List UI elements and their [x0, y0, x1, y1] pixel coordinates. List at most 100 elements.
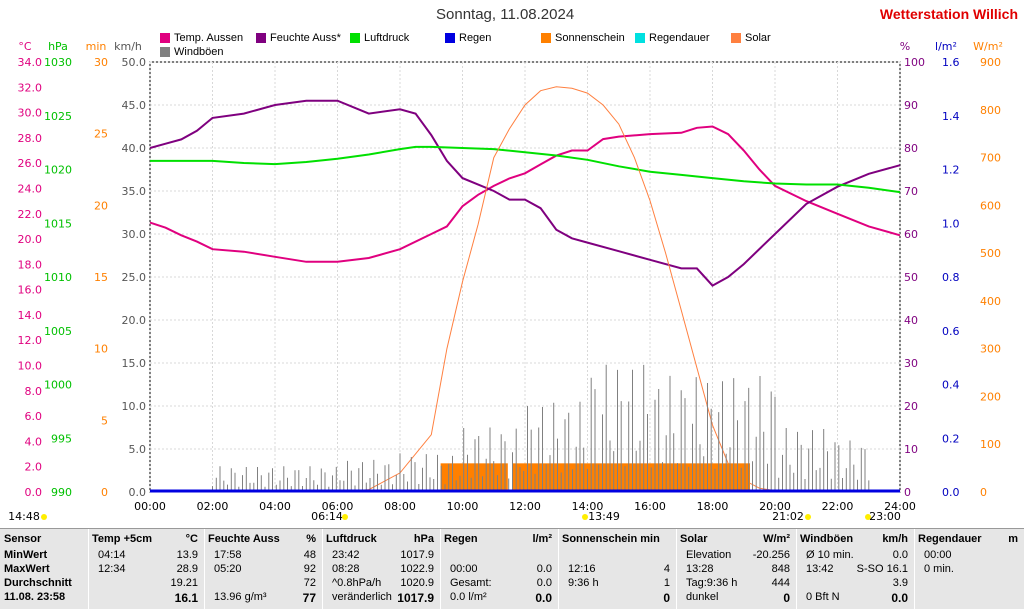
sun-marker-icon: [805, 514, 811, 520]
stats-cell-value: S-SO 16.1: [856, 563, 908, 575]
legend-swatch: [160, 47, 170, 57]
stats-cell-time: 04:14: [98, 549, 126, 561]
stats-header-unit: km/h: [882, 533, 908, 545]
sun-marker-icon: [582, 514, 588, 520]
stats-header-label: Regendauer: [918, 533, 982, 545]
stats-header-unit: l/m²: [532, 533, 552, 545]
temp-tick: 28.0: [18, 132, 43, 145]
pct-tick: 50: [904, 271, 918, 284]
legend-label: Windböen: [174, 46, 224, 58]
stats-row: dunkel 0: [676, 591, 796, 605]
pct-tick: 90: [904, 99, 918, 112]
stats-row: MaxWert: [0, 563, 88, 577]
stats-row: veränderlich 1017.9: [322, 591, 440, 605]
stats-row: 0: [558, 591, 676, 605]
stats-col-wind: Windböen km/h Ø 10 min. 0.0 13:42 S-SO 16.1 3.…: [796, 529, 915, 609]
kmh-tick: 35.0: [122, 185, 147, 198]
time-tick: 22:00: [822, 500, 854, 513]
kmh-tick: 5.0: [129, 443, 147, 456]
series-feuchte-auss-: [149, 99, 901, 287]
kmh-tick: 25.0: [122, 271, 147, 284]
stats-cell-value: 848: [771, 563, 790, 575]
stats-cell-time: 0 Bft N: [806, 591, 840, 603]
stats-header: Windböen km/h: [796, 529, 914, 545]
stats-col-sonne: Sonnenschein min 12:16 4 9:36 h 1 0: [558, 529, 677, 609]
stats-row: 72: [204, 577, 322, 591]
stats-row: 0 min.: [914, 563, 1024, 577]
stats-cell-time: Tag:9:36 h: [686, 577, 738, 589]
stats-cell-time: 12:34: [98, 563, 126, 575]
stats-cell-value: 72: [303, 577, 316, 589]
hpa-tick: 1030: [44, 56, 72, 69]
legend-label: Regen: [459, 32, 492, 44]
stats-cell-time: dunkel: [686, 591, 719, 603]
stats-header-label: Solar: [680, 533, 708, 545]
stats-row: 3.9: [796, 577, 914, 591]
stats-header: Sonnenschein min: [558, 529, 676, 545]
stats-cell-value: 3.9: [892, 577, 908, 589]
sun-marker-icon: [865, 514, 871, 520]
min-tick: 0: [101, 486, 108, 499]
stats-cell-value: 16.1: [174, 591, 198, 605]
stats-header-unit: W/m²: [763, 533, 790, 545]
stats-row: 17:58 48: [204, 549, 322, 563]
lm2-tick: 1.0: [942, 217, 960, 230]
legend-label: Luftdruck: [364, 32, 410, 44]
series-luftdruck: [150, 145, 901, 194]
time-marker-right: 23:00: [869, 510, 901, 523]
station-name[interactable]: Wetterstation Willich: [879, 6, 1018, 22]
kmh-tick: 15.0: [122, 357, 147, 370]
lm2-tick: 0.2: [942, 432, 960, 445]
temp-tick: 12.0: [18, 334, 43, 347]
stats-header-label: Regen: [444, 533, 478, 545]
stats-header: Regendauer m: [914, 529, 1024, 545]
stats-col-luftdruck: Luftdruck hPa 23:42 1017.9 08:28 1022.9 ^0.8hP…: [322, 529, 441, 609]
hpa-tick: 1000: [44, 379, 72, 392]
pct-tick: 80: [904, 142, 918, 155]
stats-row: 04:14 13.9: [88, 549, 204, 563]
stats-col-sensor: Sensor MinWert MaxWert Durchschnitt 11.08. 2…: [0, 529, 89, 609]
legend-swatch: [731, 33, 741, 43]
stats-cell-time: Elevation: [686, 549, 732, 561]
stats-col-regendauer: Regendauer m 00:00 0 min.: [914, 529, 1024, 609]
wm2-tick: 400: [980, 295, 1001, 308]
stats-cell-time: 05:20: [214, 563, 242, 575]
lm2-tick: 0.0: [942, 486, 960, 499]
sun-marker-icon: [41, 514, 47, 520]
wm2-tick: 100: [980, 438, 1001, 451]
pct-tick: 40: [904, 314, 918, 327]
stats-header-label: Windböen: [800, 533, 854, 545]
stats-cell-time: 13:42: [806, 563, 834, 575]
lm2-tick: 0.6: [942, 325, 960, 338]
solar-noon-time: 13:49: [588, 510, 620, 523]
stats-cell-value: 28.9: [176, 563, 198, 575]
pct-tick: 30: [904, 357, 918, 370]
time-tick: 08:00: [384, 500, 416, 513]
temp-tick: 14.0: [18, 309, 43, 322]
kmh-tick: 10.0: [122, 400, 147, 413]
legend-label: Solar: [745, 32, 771, 44]
stats-header: Sensor: [0, 529, 88, 545]
time-tick: 14:00: [572, 500, 604, 513]
min-tick: 30: [94, 56, 108, 69]
kmh-tick: 30.0: [122, 228, 147, 241]
wm2-tick: 900: [980, 56, 1001, 69]
stats-row: 08:28 1022.9: [322, 563, 440, 577]
min-tick: 5: [101, 414, 108, 427]
stats-cell-value: 13.9: [176, 549, 198, 561]
stats-header-unit: hPa: [413, 533, 434, 545]
time-tick: 10:00: [447, 500, 479, 513]
stats-header-unit: m: [1008, 533, 1018, 545]
time-tick: 02:00: [197, 500, 229, 513]
legend-item-6: Solar: [731, 32, 771, 44]
time-tick: 06:00: [322, 500, 354, 513]
stats-row-label: MinWert: [4, 549, 48, 561]
stats-header-unit: °C: [185, 533, 198, 545]
chart-title: Sonntag, 11.08.2024: [436, 6, 575, 23]
kmh-tick: 0.0: [129, 486, 147, 499]
stats-cell-value: 19.21: [170, 577, 198, 589]
axis-unit-kmh: km/h: [114, 40, 142, 53]
stats-row: 13:42 S-SO 16.1: [796, 563, 914, 577]
stats-col-regen: Regen l/m² 00:00 0.0 Gesamt: 0.0 0.0 l/m² 0.0: [440, 529, 559, 609]
hpa-tick: 1020: [44, 164, 72, 177]
